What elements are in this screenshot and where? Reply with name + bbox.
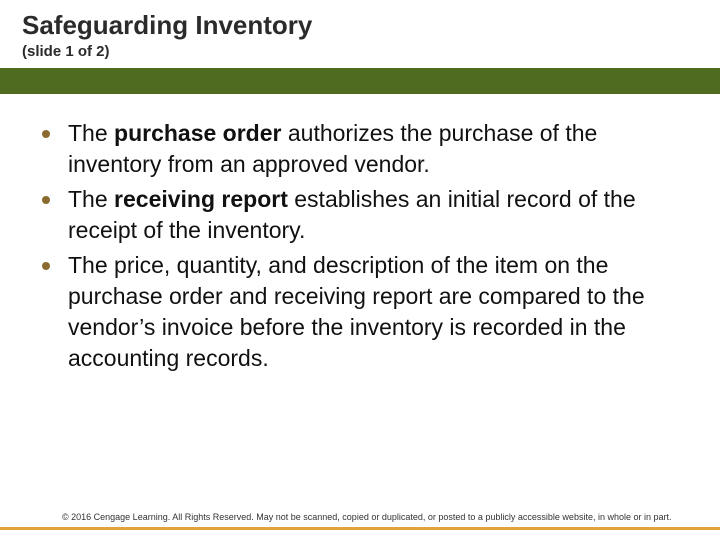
bullet-item: The price, quantity, and description of … <box>42 250 678 374</box>
slide-header: Safeguarding Inventory (slide 1 of 2) <box>0 0 720 68</box>
bullet-text: The purchase order authorizes the purcha… <box>68 118 678 180</box>
bullet-item: The purchase order authorizes the purcha… <box>42 118 678 180</box>
slide-body: The purchase order authorizes the purcha… <box>0 94 720 374</box>
bullet-icon <box>42 262 50 270</box>
footer-accent-line <box>0 527 720 530</box>
copyright-text: © 2016 Cengage Learning. All Rights Rese… <box>62 512 700 522</box>
slide-title: Safeguarding Inventory <box>22 10 698 41</box>
slide: Safeguarding Inventory (slide 1 of 2) Th… <box>0 0 720 540</box>
bullet-bold: purchase order <box>114 120 281 146</box>
bullet-text: The receiving report establishes an init… <box>68 184 678 246</box>
slide-subtitle: (slide 1 of 2) <box>22 43 698 60</box>
bullet-pre: The <box>68 186 114 212</box>
bullet-text: The price, quantity, and description of … <box>68 250 678 374</box>
bullet-icon <box>42 130 50 138</box>
bullet-pre: The <box>68 120 114 146</box>
header-divider-bar <box>0 68 720 94</box>
bullet-post: The price, quantity, and description of … <box>68 252 645 371</box>
bullet-bold: receiving report <box>114 186 288 212</box>
bullet-item: The receiving report establishes an init… <box>42 184 678 246</box>
bullet-icon <box>42 196 50 204</box>
